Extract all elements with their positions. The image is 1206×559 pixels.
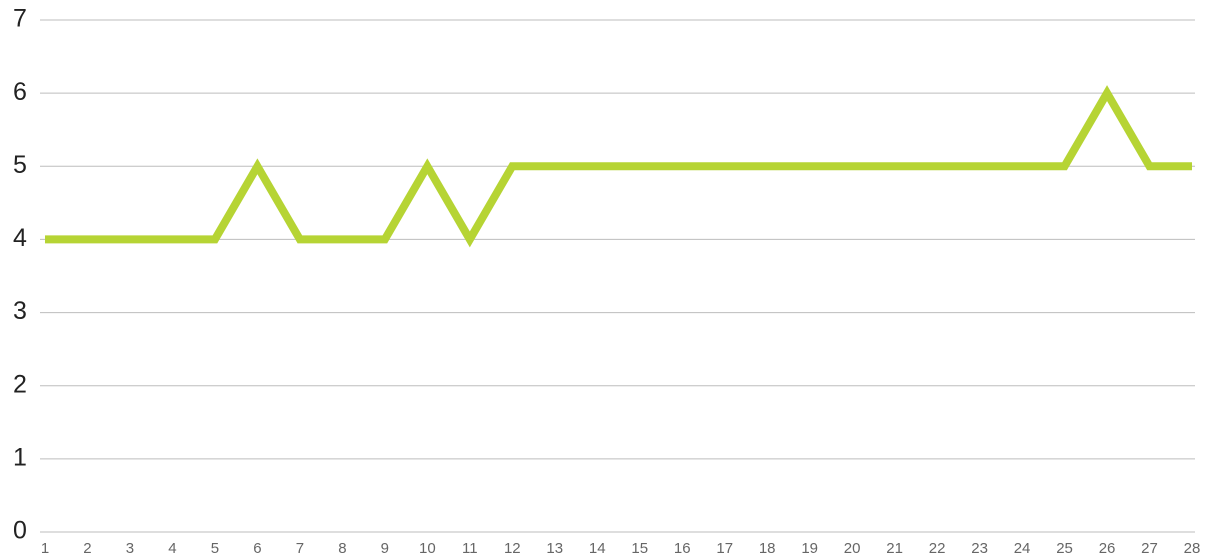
x-tick-label: 25 <box>1056 540 1073 557</box>
y-tick-label: 3 <box>13 297 27 325</box>
y-tick-label: 4 <box>13 224 27 252</box>
x-tick-label: 27 <box>1141 540 1158 557</box>
x-tick-label: 26 <box>1099 540 1116 557</box>
x-tick-label: 2 <box>83 540 91 557</box>
y-tick-label: 1 <box>13 443 27 471</box>
x-tick-label: 8 <box>338 540 346 557</box>
y-tick-label: 5 <box>13 151 27 179</box>
y-tick-label: 6 <box>13 78 27 106</box>
x-tick-label: 13 <box>546 540 563 557</box>
y-tick-label: 7 <box>13 5 27 33</box>
x-tick-label: 22 <box>929 540 946 557</box>
x-tick-label: 16 <box>674 540 691 557</box>
x-tick-label: 3 <box>126 540 134 557</box>
x-tick-label: 5 <box>211 540 219 557</box>
x-tick-label: 12 <box>504 540 521 557</box>
y-tick-label: 0 <box>13 517 27 545</box>
x-tick-label: 19 <box>801 540 818 557</box>
y-tick-label: 2 <box>13 370 27 398</box>
x-tick-label: 10 <box>419 540 436 557</box>
x-tick-label: 28 <box>1184 540 1201 557</box>
x-tick-label: 21 <box>886 540 903 557</box>
x-tick-label: 4 <box>168 540 176 557</box>
x-tick-label: 11 <box>462 540 478 557</box>
x-tick-label: 1 <box>41 540 49 557</box>
x-tick-label: 20 <box>844 540 861 557</box>
x-tick-label: 23 <box>971 540 988 557</box>
x-tick-label: 15 <box>631 540 648 557</box>
x-tick-label: 14 <box>589 540 606 557</box>
x-tick-label: 24 <box>1014 540 1031 557</box>
x-tick-label: 18 <box>759 540 776 557</box>
x-tick-label: 9 <box>381 540 389 557</box>
x-tick-label: 17 <box>716 540 733 557</box>
x-tick-label: 7 <box>296 540 304 557</box>
line-series <box>45 85 1192 248</box>
x-tick-label: 6 <box>253 540 261 557</box>
